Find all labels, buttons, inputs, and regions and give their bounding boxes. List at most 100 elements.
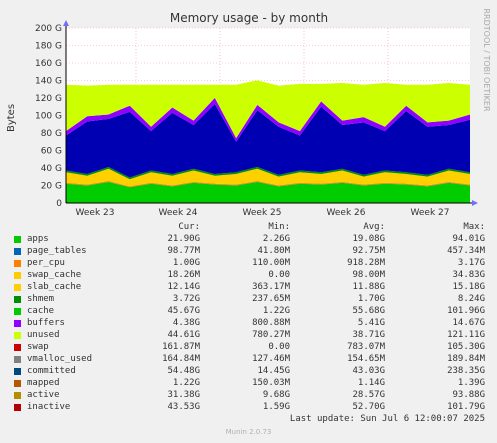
- legend-max: 101.96G: [447, 306, 485, 316]
- legend-row-shmem: shmem 3.72G 237.65M 1.70G 8.24G: [0, 294, 497, 306]
- legend-row-swap: swap 161.87M 0.00 783.07M 105.30G: [0, 342, 497, 354]
- legend-swatch: [14, 272, 21, 279]
- legend-max: 93.88G: [452, 390, 485, 400]
- legend-name: active: [27, 390, 60, 400]
- legend-swatch: [14, 392, 21, 399]
- legend-row-cache: cache 45.67G 1.22G 55.68G 101.96G: [0, 306, 497, 318]
- legend-avg: 11.88G: [352, 282, 385, 292]
- legend-name: cache: [27, 306, 55, 316]
- legend-name: per_cpu: [27, 258, 65, 268]
- legend-max: 189.84M: [447, 354, 485, 364]
- legend-cur: 1.22G: [172, 378, 200, 388]
- legend-min: 780.27M: [252, 330, 290, 340]
- y-tick-label: 100 G: [35, 112, 62, 122]
- legend-avg: 92.75M: [352, 246, 385, 256]
- area-cache: [66, 103, 470, 178]
- legend-name: committed: [27, 366, 76, 376]
- legend-cur: 43.53G: [167, 402, 200, 412]
- legend-min: 150.03M: [252, 378, 290, 388]
- legend-max: 121.11G: [447, 330, 485, 340]
- legend-swatch: [14, 344, 21, 351]
- legend-row-page-tables: page_tables 98.77M 41.80M 92.75M 457.34M: [0, 246, 497, 258]
- legend-min: 2.26G: [262, 234, 290, 244]
- legend-avg: 1.14G: [357, 378, 385, 388]
- legend-cur: 1.00G: [172, 258, 200, 268]
- legend-cur: 3.72G: [172, 294, 200, 304]
- legend-swatch: [14, 404, 21, 411]
- rrdtool-credit: RRDTOOL / TOBI OETIKER: [482, 8, 491, 111]
- legend-avg: 19.08G: [352, 234, 385, 244]
- y-tick-label: 200 G: [35, 24, 62, 34]
- legend-max: 105.30G: [447, 342, 485, 352]
- legend-avg: 1.70G: [357, 294, 385, 304]
- legend-max: 15.18G: [452, 282, 485, 292]
- legend-max: 1.39G: [457, 378, 485, 388]
- legend-min: 0.00: [268, 342, 290, 352]
- legend-max: 3.17G: [457, 258, 485, 268]
- legend-swatch: [14, 308, 21, 315]
- chart-title: Memory usage - by month: [170, 11, 328, 25]
- legend-name: page_tables: [27, 246, 87, 256]
- legend-max: 238.35G: [447, 366, 485, 376]
- legend-name: mapped: [27, 378, 60, 388]
- legend-row-per-cpu: per_cpu 1.00G 110.00M 918.28M 3.17G: [0, 258, 497, 270]
- legend-cur: 31.38G: [167, 390, 200, 400]
- legend-min: 1.22G: [262, 306, 290, 316]
- legend-row-buffers: buffers 4.38G 800.88M 5.41G 14.67G: [0, 318, 497, 330]
- legend-min: 110.00M: [252, 258, 290, 268]
- legend-row-slab-cache: slab_cache 12.14G 363.17M 11.88G 15.18G: [0, 282, 497, 294]
- y-tick-label: 40 G: [41, 164, 62, 174]
- y-axis-label: Bytes: [6, 104, 17, 132]
- y-tick-label: 20 G: [41, 182, 62, 192]
- legend-min: 1.59G: [262, 402, 290, 412]
- legend-header-avg: Avg:: [363, 222, 385, 232]
- legend-row-apps: apps 21.90G 2.26G 19.08G 94.01G: [0, 234, 497, 246]
- legend-avg: 98.00M: [352, 270, 385, 280]
- legend-cur: 21.90G: [167, 234, 200, 244]
- legend-name: slab_cache: [27, 282, 82, 292]
- legend-avg: 28.57G: [352, 390, 385, 400]
- legend-name: buffers: [27, 318, 65, 328]
- area-per-cpu: [66, 181, 470, 188]
- legend-name: swap_cache: [27, 270, 82, 280]
- legend-avg: 55.68G: [352, 306, 385, 316]
- y-tick-label: 80 G: [41, 129, 62, 139]
- legend-min: 0.00: [268, 270, 290, 280]
- legend-max: 14.67G: [452, 318, 485, 328]
- legend-row-inactive: inactive 43.53G 1.59G 52.70G 101.79G: [0, 402, 497, 414]
- legend-name: unused: [27, 330, 60, 340]
- legend-swatch: [14, 380, 21, 387]
- legend-cur: 12.14G: [167, 282, 200, 292]
- legend-row-active: active 31.38G 9.68G 28.57G 93.88G: [0, 390, 497, 402]
- stacked-areas: [66, 80, 470, 203]
- legend-header-min: Min:: [268, 222, 290, 232]
- legend-name: shmem: [27, 294, 55, 304]
- legend-cur: 54.48G: [167, 366, 200, 376]
- legend-min: 41.80M: [257, 246, 290, 256]
- legend-name: vmalloc_used: [27, 354, 93, 364]
- x-tick-label: Week 27: [411, 208, 450, 218]
- memory-usage-chart: Memory usage - by month Bytes RRDTOOL / …: [6, 8, 491, 218]
- legend-cur: 44.61G: [167, 330, 200, 340]
- legend-avg: 918.28M: [347, 258, 385, 268]
- legend-cur: 161.87M: [162, 342, 200, 352]
- y-tick-label: 60 G: [41, 147, 62, 157]
- legend-avg: 783.07M: [347, 342, 385, 352]
- munin-version: Munin 2.0.73: [225, 428, 272, 436]
- y-axis-arrow: [63, 20, 69, 26]
- legend-name: apps: [27, 234, 49, 244]
- legend-header-cur: Cur:: [178, 222, 200, 232]
- legend-row-mapped: mapped 1.22G 150.03M 1.14G 1.39G: [0, 378, 497, 390]
- legend-cur: 18.26M: [167, 270, 200, 280]
- y-tick-label: 140 G: [35, 77, 62, 87]
- legend-swatch: [14, 260, 21, 267]
- legend-min: 237.65M: [252, 294, 290, 304]
- area-shmem: [66, 166, 470, 180]
- area-unused: [66, 80, 470, 139]
- legend-name: swap: [27, 342, 49, 352]
- legend-swatch: [14, 296, 21, 303]
- legend-row-unused: unused 44.61G 780.27M 38.71G 121.11G: [0, 330, 497, 342]
- legend-avg: 5.41G: [357, 318, 385, 328]
- legend-swatch: [14, 356, 21, 363]
- legend-max: 34.83G: [452, 270, 485, 280]
